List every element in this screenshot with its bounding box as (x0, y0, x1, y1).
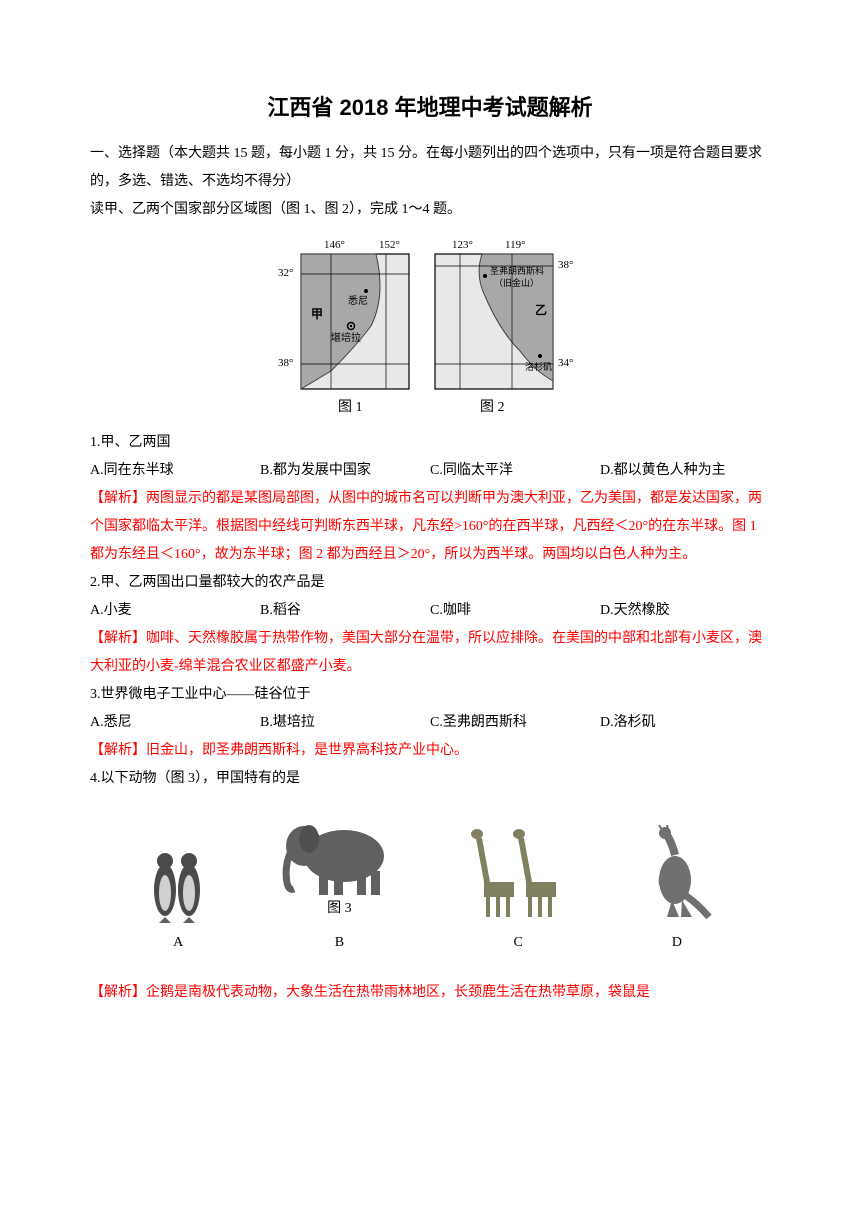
svg-text:甲: 甲 (311, 307, 323, 321)
svg-text:堪培拉: 堪培拉 (331, 331, 361, 344)
svg-text:32°: 32° (278, 267, 293, 279)
svg-text:图 2: 图 2 (480, 400, 505, 415)
q3-opt-a: A.悉尼 (90, 709, 260, 737)
page-title: 江西省 2018 年地理中考试题解析 (90, 90, 770, 122)
animal-penguin: A (143, 835, 213, 951)
animal-giraffe: C (466, 820, 571, 951)
q2-options: A.小麦 B.稻谷 C.咖啡 D.天然橡胶 (90, 597, 770, 625)
svg-text:152°: 152° (379, 239, 400, 251)
animal-label-a: A (173, 935, 183, 951)
q3-analysis: 【解析】旧金山，即圣弗朗西斯科，是世界高科技产业中心。 (90, 737, 770, 765)
svg-text:洛杉矶: 洛杉矶 (525, 361, 552, 372)
animal-label-b: B (335, 935, 344, 951)
kangaroo-icon (637, 825, 717, 925)
svg-text:圣弗朗西斯科: 圣弗朗西斯科 (490, 265, 544, 276)
q2-opt-a: A.小麦 (90, 597, 260, 625)
map1-svg: 146° 152° 32° 38° 悉尼 堪培拉 甲 图 1 (276, 236, 426, 416)
svg-text:38°: 38° (558, 259, 573, 271)
figure-maps: 146° 152° 32° 38° 悉尼 堪培拉 甲 图 1 123° 119°… (90, 236, 770, 421)
q3-opt-d: D.洛杉矶 (600, 709, 770, 737)
svg-text:123°: 123° (452, 239, 473, 251)
svg-text:146°: 146° (324, 239, 345, 251)
svg-text:（旧金山）: （旧金山） (494, 277, 539, 288)
figure-animals: A 图 3 B C (90, 811, 770, 951)
q2-opt-d: D.天然橡胶 (600, 597, 770, 625)
figure3-caption: 图 3 (327, 897, 352, 917)
q1-analysis: 【解析】两图显示的都是某图局部图，从图中的城市名可以判断甲为澳大利亚，乙为美国，… (90, 485, 770, 569)
elephant-icon (279, 811, 399, 901)
animal-elephant: 图 3 B (279, 811, 399, 951)
animal-label-c: C (513, 935, 522, 951)
q2-stem: 2.甲、乙两国出口量都较大的农产品是 (90, 569, 770, 597)
q2-opt-c: C.咖啡 (430, 597, 600, 625)
map-intro: 读甲、乙两个国家部分区域图（图 1、图 2），完成 1～4 题。 (90, 196, 770, 224)
q3-opt-c: C.圣弗朗西斯科 (430, 709, 600, 737)
q4-analysis: 【解析】企鹅是南极代表动物，大象生活在热带雨林地区，长颈鹿生活在热带草原，袋鼠是 (90, 979, 770, 1007)
q1-stem: 1.甲、乙两国 (90, 429, 770, 457)
q3-stem: 3.世界微电子工业中心——硅谷位于 (90, 681, 770, 709)
q1-opt-a: A.同在东半球 (90, 457, 260, 485)
q1-options: A.同在东半球 B.都为发展中国家 C.同临太平洋 D.都以黄色人种为主 (90, 457, 770, 485)
q2-opt-b: B.稻谷 (260, 597, 430, 625)
svg-text:图 1: 图 1 (338, 400, 363, 415)
q1-opt-b: B.都为发展中国家 (260, 457, 430, 485)
map2-svg: 123° 119° 38° 34° 圣弗朗西斯科 （旧金山） 乙 洛杉矶 图 2 (430, 236, 585, 416)
q3-opt-b: B.堪培拉 (260, 709, 430, 737)
section-header: 一、选择题（本大题共 15 题，每小题 1 分，共 15 分。在每小题列出的四个… (90, 140, 770, 196)
q2-analysis: 【解析】咖啡、天然橡胶属于热带作物，美国大部分在温带，所以应排除。在美国的中部和… (90, 625, 770, 681)
svg-text:119°: 119° (505, 239, 526, 251)
svg-text:乙: 乙 (535, 303, 547, 317)
giraffe-icon (466, 820, 571, 925)
q1-opt-d: D.都以黄色人种为主 (600, 457, 770, 485)
svg-text:38°: 38° (278, 357, 293, 369)
q1-opt-c: C.同临太平洋 (430, 457, 600, 485)
animal-kangaroo: D (637, 825, 717, 951)
penguin-icon (143, 835, 213, 925)
svg-text:悉尼: 悉尼 (348, 295, 368, 307)
q3-options: A.悉尼 B.堪培拉 C.圣弗朗西斯科 D.洛杉矶 (90, 709, 770, 737)
q4-stem: 4.以下动物（图 3），甲国特有的是 (90, 765, 770, 793)
animal-label-d: D (672, 935, 682, 951)
svg-text:34°: 34° (558, 357, 573, 369)
